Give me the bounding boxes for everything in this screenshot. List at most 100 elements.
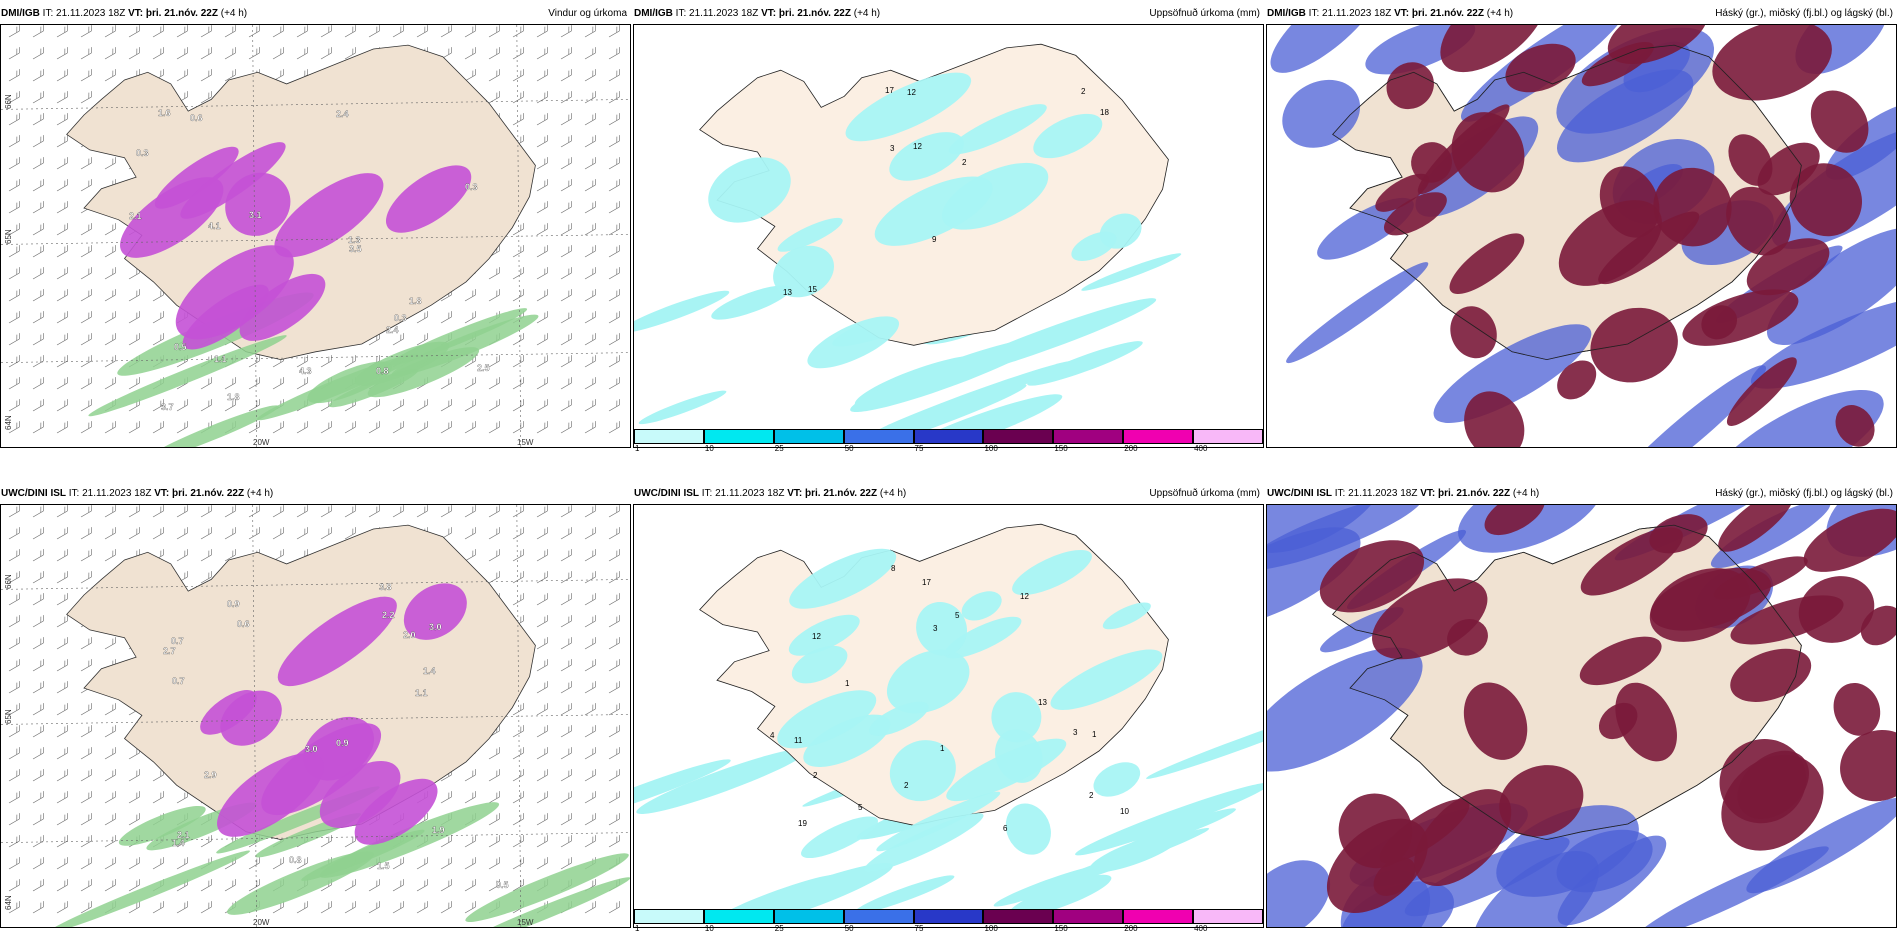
- wind-barb: [8, 399, 20, 412]
- wind-barb: [584, 157, 596, 170]
- map-svg: 2.5 1.8 2.4 3.1 4.1 2.4 1.8 2.1 1.3 3.7 4.3 3.5 0.5 0…: [1, 25, 630, 447]
- precip-area: [1102, 602, 1151, 630]
- wind-barb: [536, 505, 548, 518]
- wind-barb: [8, 901, 20, 914]
- wind-barb: [80, 69, 92, 82]
- valid-time: VT: þri. 21.nóv. 22Z: [761, 8, 851, 19]
- precip-streak: [818, 384, 1027, 429]
- wind-barb: [8, 25, 20, 38]
- wind-barb: [32, 527, 44, 540]
- wind-barb: [224, 549, 236, 562]
- cloud-blob: [1835, 405, 1875, 447]
- cloud-blob: [1712, 25, 1832, 101]
- wind-barb: [104, 703, 116, 716]
- accum-value: 13: [783, 288, 792, 297]
- wind-barb: [512, 593, 524, 606]
- precip-area: [1071, 231, 1117, 262]
- cloud-blob: [1449, 233, 1525, 295]
- precip-area: [773, 245, 834, 298]
- wind-barb: [104, 355, 116, 368]
- cloud-blob: [1319, 540, 1425, 613]
- map-area[interactable]: 1 5 6 11 3 4 12 12 13 10 17 19 2 2 3 1 1 2 8 5: [633, 504, 1264, 928]
- wind-barb: [512, 571, 524, 584]
- wind-barb: [56, 637, 68, 650]
- accum-value: 1: [940, 744, 945, 753]
- colorbar-swatch: [703, 429, 774, 444]
- wind-barb: [608, 113, 620, 126]
- precip-streak: [711, 285, 792, 320]
- wind-barb: [536, 681, 548, 694]
- wind-barb: [8, 549, 20, 562]
- wind-barb: [8, 421, 20, 434]
- precip-streak: [146, 405, 279, 447]
- wind-barb: [464, 527, 476, 540]
- map-area[interactable]: [1266, 504, 1897, 928]
- colorbar-swatch: [913, 909, 984, 924]
- wind-barb: [8, 571, 20, 584]
- wind-barb: [584, 399, 596, 412]
- wind-barb: [536, 289, 548, 302]
- wind-barb: [392, 857, 404, 870]
- wind-barb: [584, 355, 596, 368]
- wind-barb: [584, 69, 596, 82]
- wind-barb: [560, 157, 572, 170]
- wind-barb: [536, 69, 548, 82]
- cloud-blob: [1383, 192, 1447, 236]
- precip-area: [777, 690, 877, 749]
- wind-barb: [296, 421, 308, 434]
- wind-barb: [536, 377, 548, 390]
- map-area[interactable]: 0.5 0.9 1.4 1.5 2.7 3.0 1.4 1.9 3.0 2.2 2.0 2.1 3.8 2…: [0, 504, 631, 928]
- wind-barb: [536, 527, 548, 540]
- wind-barb: [32, 901, 44, 914]
- wind-barb: [344, 25, 356, 38]
- colorbar-label: 1: [635, 444, 640, 453]
- accum-value: 13: [1038, 698, 1047, 707]
- wind-barb: [536, 333, 548, 346]
- cloud-blob: [1719, 738, 1807, 824]
- wind-barb: [176, 399, 188, 412]
- wind-barb: [512, 355, 524, 368]
- wind-barb: [104, 549, 116, 562]
- wind-barb: [560, 179, 572, 192]
- wind-barb: [8, 703, 20, 716]
- map-svg: 17 13 9 18 12 12 15 2 2 3: [634, 25, 1263, 429]
- accum-value: 5: [858, 803, 863, 812]
- precip-value: 2.7: [163, 646, 176, 656]
- precip-value: 2.1: [177, 830, 190, 840]
- precip-area: [803, 714, 891, 767]
- wind-barb: [368, 901, 380, 914]
- precip-area: [175, 245, 294, 340]
- cloud-blob: [1750, 297, 1896, 389]
- wind-barb: [104, 69, 116, 82]
- precip-value: 0.3: [465, 182, 478, 192]
- wind-barb: [32, 333, 44, 346]
- wind-barb: [152, 333, 164, 346]
- precip-value: 2.4: [336, 109, 349, 119]
- accum-value: 6: [1003, 824, 1008, 833]
- wind-barb: [128, 879, 140, 892]
- panel-run-info: UWC/DINI ISL IT: 21.11.2023 18Z VT: þri.…: [634, 488, 906, 499]
- map-area[interactable]: 17 13 9 18 12 12 15 2 2 3: [633, 24, 1264, 448]
- wind-barb: [8, 769, 20, 782]
- map-area[interactable]: [1266, 24, 1897, 448]
- wind-barb: [512, 399, 524, 412]
- wind-barb: [104, 505, 116, 518]
- wind-barb: [32, 747, 44, 760]
- wind-barb: [464, 879, 476, 892]
- cloud-blob: [1499, 765, 1584, 837]
- panel-header: UWC/DINI ISL IT: 21.11.2023 18Z VT: þri.…: [0, 480, 631, 506]
- precip-streak: [1008, 874, 1112, 909]
- wind-barb: [104, 725, 116, 738]
- wind-barb: [104, 377, 116, 390]
- wind-barb: [488, 791, 500, 804]
- precip-value: 4.1: [208, 221, 221, 231]
- map-area[interactable]: 2.5 1.8 2.4 3.1 4.1 2.4 1.8 2.1 1.3 3.7 4.3 3.5 0.5 0…: [0, 24, 631, 448]
- panel-header: DMI/IGB IT: 21.11.2023 18Z VT: þri. 21.n…: [633, 0, 1264, 26]
- precip-value: 3.1: [249, 210, 262, 220]
- wind-barb: [608, 135, 620, 148]
- wind-barb: [128, 377, 140, 390]
- wind-barb: [488, 289, 500, 302]
- wind-barb: [536, 267, 548, 280]
- cloud-blob: [1372, 578, 1488, 660]
- wind-barb: [32, 223, 44, 236]
